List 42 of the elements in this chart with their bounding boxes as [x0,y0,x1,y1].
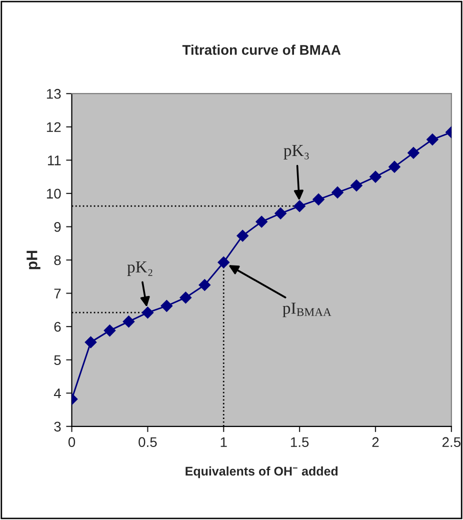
chart-title: Titration curve of BMAA [182,44,341,55]
y-tick-label: 13 [46,88,61,99]
point [122,316,135,328]
y-tick-label: 9 [54,222,61,232]
point [256,216,268,228]
y-tick-label: 8 [54,255,61,266]
y-tick-label: 7 [54,288,61,298]
point [370,170,382,183]
y-tick-label: 11 [48,156,61,166]
y-tick-label: 4 [54,388,61,398]
y-tick-label: 12 [46,122,61,132]
point [160,300,173,312]
y-tick-label: 3 [54,422,61,432]
annotation: pK₂ [127,262,152,276]
point [142,306,154,319]
point [198,279,211,291]
y-axis-title: pH [26,250,40,270]
annotation: pI$_{BMAA}$ [282,302,332,318]
point [312,194,324,206]
x-tick-label: 1 [220,437,227,447]
point [236,230,249,242]
x-tick-label: 2.5 [442,437,460,448]
y-tick-label: 6 [54,322,61,332]
point [180,292,192,304]
x-tick-label: 0.5 [138,437,157,448]
point [426,134,438,146]
point [218,256,230,268]
x-tick-label: 0 [68,437,76,448]
point [84,336,97,348]
x-axis-title: Equivalents of OH$^{−}$ added [186,466,338,478]
point [294,200,306,212]
point [332,186,344,198]
point [274,207,286,220]
x-tick-label: 2 [372,437,379,447]
y-tick-label: 5 [54,355,61,366]
point [408,146,420,159]
point [388,160,400,173]
x-tick-label: 1.5 [290,437,309,448]
y-tick-label: 10 [46,188,61,199]
point [104,324,116,336]
annotation: pK₃ [284,145,309,160]
point [350,180,362,192]
